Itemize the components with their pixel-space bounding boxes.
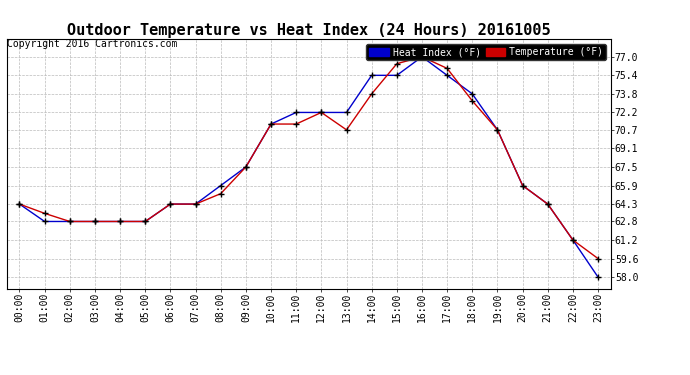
Legend: Heat Index (°F), Temperature (°F): Heat Index (°F), Temperature (°F) [366, 44, 606, 60]
Text: Copyright 2016 Cartronics.com: Copyright 2016 Cartronics.com [7, 39, 177, 50]
Title: Outdoor Temperature vs Heat Index (24 Hours) 20161005: Outdoor Temperature vs Heat Index (24 Ho… [67, 23, 551, 38]
